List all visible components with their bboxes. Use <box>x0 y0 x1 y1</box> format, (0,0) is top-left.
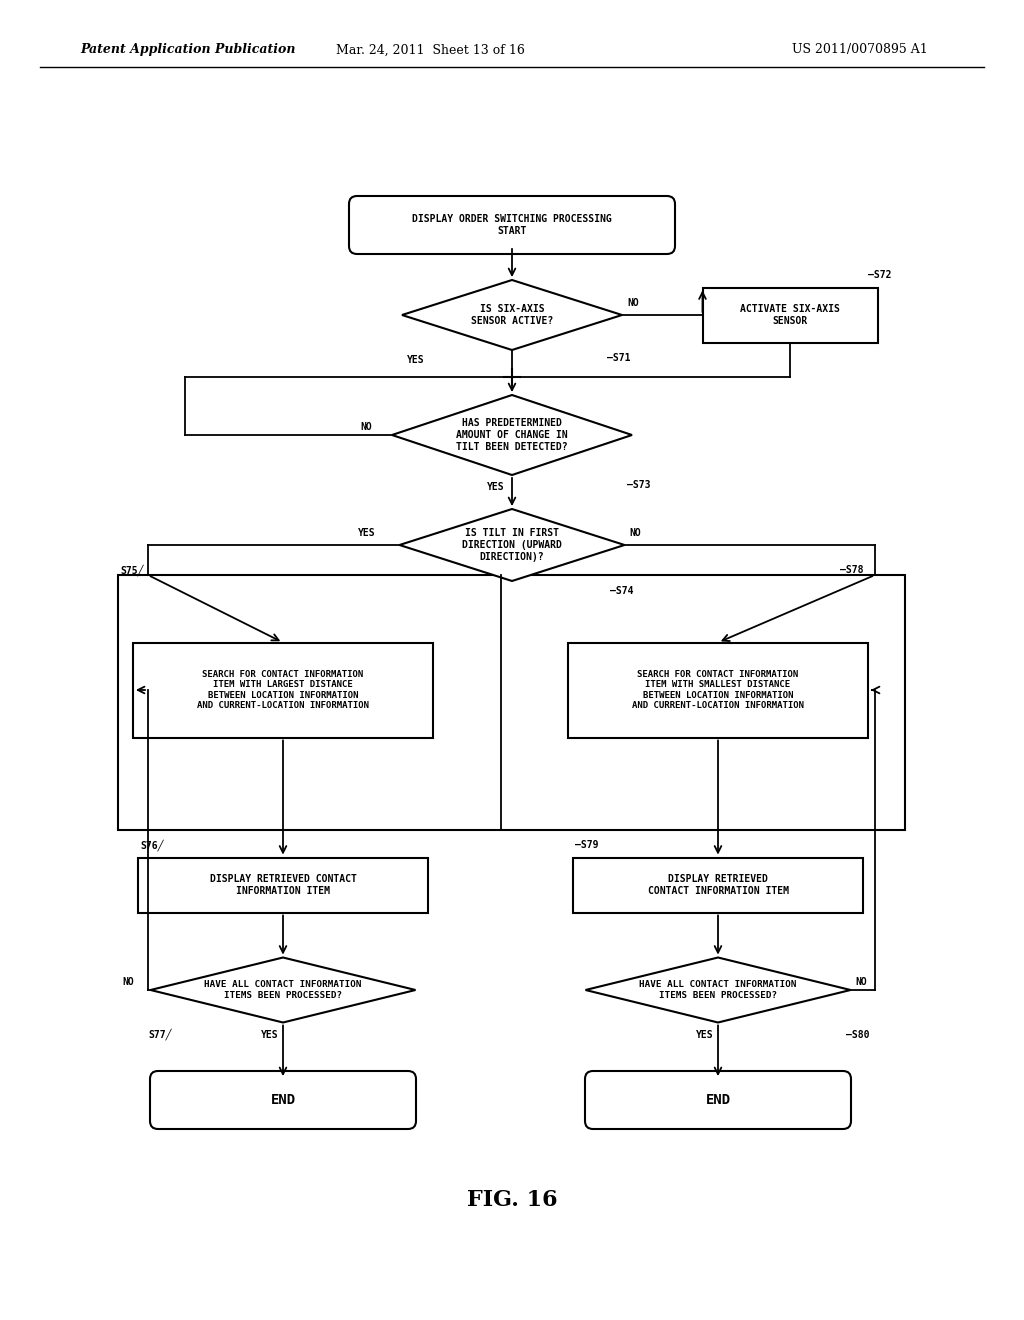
Text: NO: NO <box>855 977 867 987</box>
Text: IS TILT IN FIRST
DIRECTION (UPWARD
DIRECTION)?: IS TILT IN FIRST DIRECTION (UPWARD DIREC… <box>462 528 562 561</box>
Text: NO: NO <box>630 528 641 539</box>
Polygon shape <box>392 395 632 475</box>
Text: YES: YES <box>261 1030 279 1040</box>
Text: HAVE ALL CONTACT INFORMATION
ITEMS BEEN PROCESSED?: HAVE ALL CONTACT INFORMATION ITEMS BEEN … <box>204 981 361 999</box>
Text: DISPLAY RETRIEVED
CONTACT INFORMATION ITEM: DISPLAY RETRIEVED CONTACT INFORMATION IT… <box>647 874 788 896</box>
Text: —S74: —S74 <box>609 586 633 597</box>
Text: Mar. 24, 2011  Sheet 13 of 16: Mar. 24, 2011 Sheet 13 of 16 <box>336 44 524 57</box>
Polygon shape <box>586 957 851 1023</box>
Bar <box>133 643 433 738</box>
Text: SEARCH FOR CONTACT INFORMATION
ITEM WITH LARGEST DISTANCE
BETWEEN LOCATION INFOR: SEARCH FOR CONTACT INFORMATION ITEM WITH… <box>197 671 369 710</box>
Text: YES: YES <box>357 528 375 539</box>
Polygon shape <box>151 957 416 1023</box>
Text: ACTIVATE SIX-AXIS
SENSOR: ACTIVATE SIX-AXIS SENSOR <box>740 304 840 326</box>
Text: —S80: —S80 <box>846 1030 869 1040</box>
Text: SEARCH FOR CONTACT INFORMATION
ITEM WITH SMALLEST DISTANCE
BETWEEN LOCATION INFO: SEARCH FOR CONTACT INFORMATION ITEM WITH… <box>632 671 804 710</box>
Bar <box>573 858 863 912</box>
Text: —S71: —S71 <box>607 352 631 363</box>
Text: S76╱: S76╱ <box>140 840 164 851</box>
FancyBboxPatch shape <box>349 195 675 253</box>
Text: FIG. 16: FIG. 16 <box>467 1189 557 1210</box>
Bar <box>568 643 868 738</box>
Text: YES: YES <box>487 482 505 492</box>
Text: DISPLAY RETRIEVED CONTACT
INFORMATION ITEM: DISPLAY RETRIEVED CONTACT INFORMATION IT… <box>210 874 356 896</box>
Polygon shape <box>399 510 625 581</box>
Text: NO: NO <box>123 977 134 987</box>
Bar <box>702 288 878 342</box>
Text: DISPLAY ORDER SWITCHING PROCESSING
START: DISPLAY ORDER SWITCHING PROCESSING START <box>412 214 612 236</box>
Text: NO: NO <box>360 422 372 432</box>
Text: S75╱: S75╱ <box>120 564 143 576</box>
Text: S77╱: S77╱ <box>148 1028 172 1040</box>
Text: YES: YES <box>696 1030 714 1040</box>
Text: END: END <box>270 1093 296 1107</box>
Bar <box>118 576 905 830</box>
Text: —S73: —S73 <box>627 480 650 490</box>
FancyBboxPatch shape <box>585 1071 851 1129</box>
Text: —S72: —S72 <box>867 271 891 281</box>
FancyBboxPatch shape <box>150 1071 416 1129</box>
Text: —S79: —S79 <box>575 841 598 850</box>
Text: —S78: —S78 <box>840 565 863 576</box>
Text: Patent Application Publication: Patent Application Publication <box>80 44 296 57</box>
Text: END: END <box>706 1093 730 1107</box>
Text: US 2011/0070895 A1: US 2011/0070895 A1 <box>793 44 928 57</box>
Text: HAVE ALL CONTACT INFORMATION
ITEMS BEEN PROCESSED?: HAVE ALL CONTACT INFORMATION ITEMS BEEN … <box>639 981 797 999</box>
Text: YES: YES <box>407 355 425 366</box>
Bar <box>138 858 428 912</box>
Polygon shape <box>402 280 622 350</box>
Text: HAS PREDETERMINED
AMOUNT OF CHANGE IN
TILT BEEN DETECTED?: HAS PREDETERMINED AMOUNT OF CHANGE IN TI… <box>456 418 568 451</box>
Text: IS SIX-AXIS
SENSOR ACTIVE?: IS SIX-AXIS SENSOR ACTIVE? <box>471 304 553 326</box>
Text: NO: NO <box>627 298 639 308</box>
